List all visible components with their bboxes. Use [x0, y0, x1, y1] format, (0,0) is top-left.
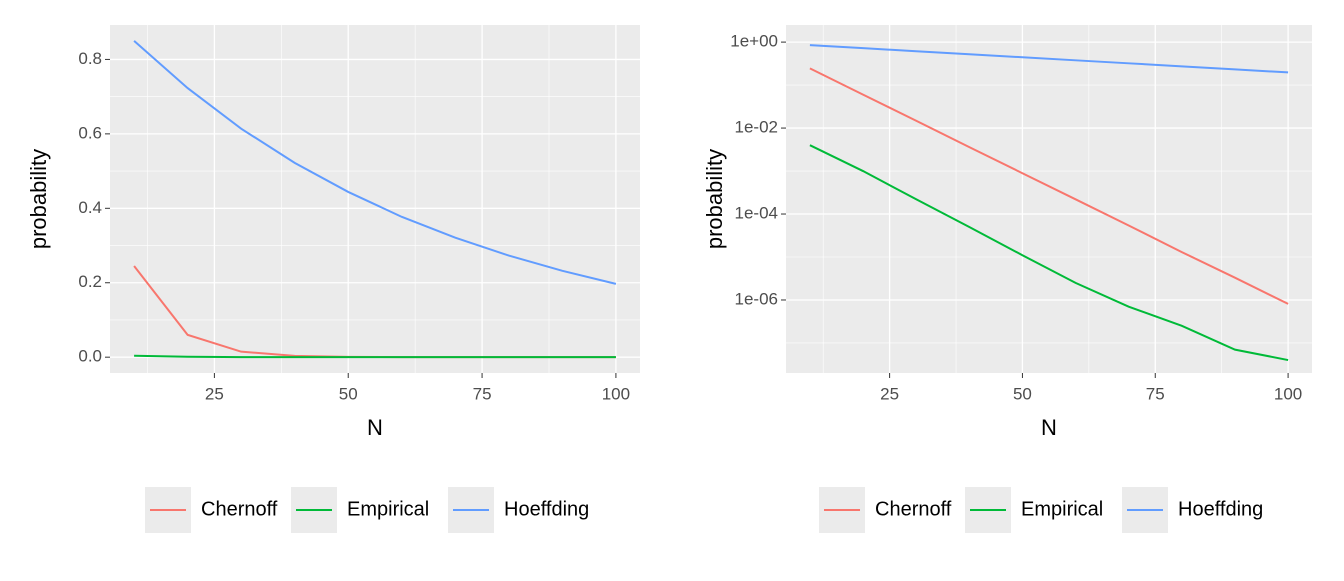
x-tick-label: 25 [880, 384, 899, 403]
series-line [809, 44, 1289, 74]
series-line [809, 144, 1289, 362]
x-tick-label: 50 [339, 384, 358, 403]
y-tick-label: 0.6 [78, 123, 102, 142]
series-line [133, 40, 617, 285]
legend-label: Chernoff [875, 498, 952, 520]
panel-background [786, 25, 1312, 373]
y-tick-label: 0.4 [78, 198, 102, 217]
x-tick-label: 50 [1013, 384, 1032, 403]
x-tick-label: 100 [602, 384, 630, 403]
series-line [134, 354, 616, 359]
y-tick-label: 0.2 [78, 272, 102, 291]
legend-label: Empirical [347, 498, 429, 520]
y-tick-label: 1e-02 [735, 118, 778, 137]
x-tick-label: 100 [1274, 384, 1302, 403]
panel-background [110, 25, 640, 373]
x-tick-label: 25 [205, 384, 224, 403]
y-axis-title: probability [702, 149, 727, 249]
x-axis-title: N [367, 415, 383, 440]
y-tick-label: 1e+00 [730, 32, 778, 51]
legend-label: Hoeffding [504, 498, 589, 520]
legend-label: Chernoff [201, 498, 278, 520]
y-tick-label: 1e-06 [735, 289, 778, 308]
y-tick-label: 1e-04 [735, 204, 778, 223]
y-axis-title: probability [26, 149, 51, 249]
x-axis-title: N [1041, 415, 1057, 440]
y-tick-label: 0.8 [78, 49, 102, 68]
chart: 1e+00 1e-02 1e-04 1e-06 25 50 75 100 Nprobabilit… [702, 25, 1312, 533]
legend-label: Empirical [1021, 498, 1103, 520]
x-tick-label: 75 [1146, 384, 1165, 403]
series-line [809, 67, 1289, 305]
legend-label: Hoeffding [1178, 498, 1263, 520]
x-tick-label: 75 [473, 384, 492, 403]
y-tick-label: 0.0 [78, 347, 102, 366]
